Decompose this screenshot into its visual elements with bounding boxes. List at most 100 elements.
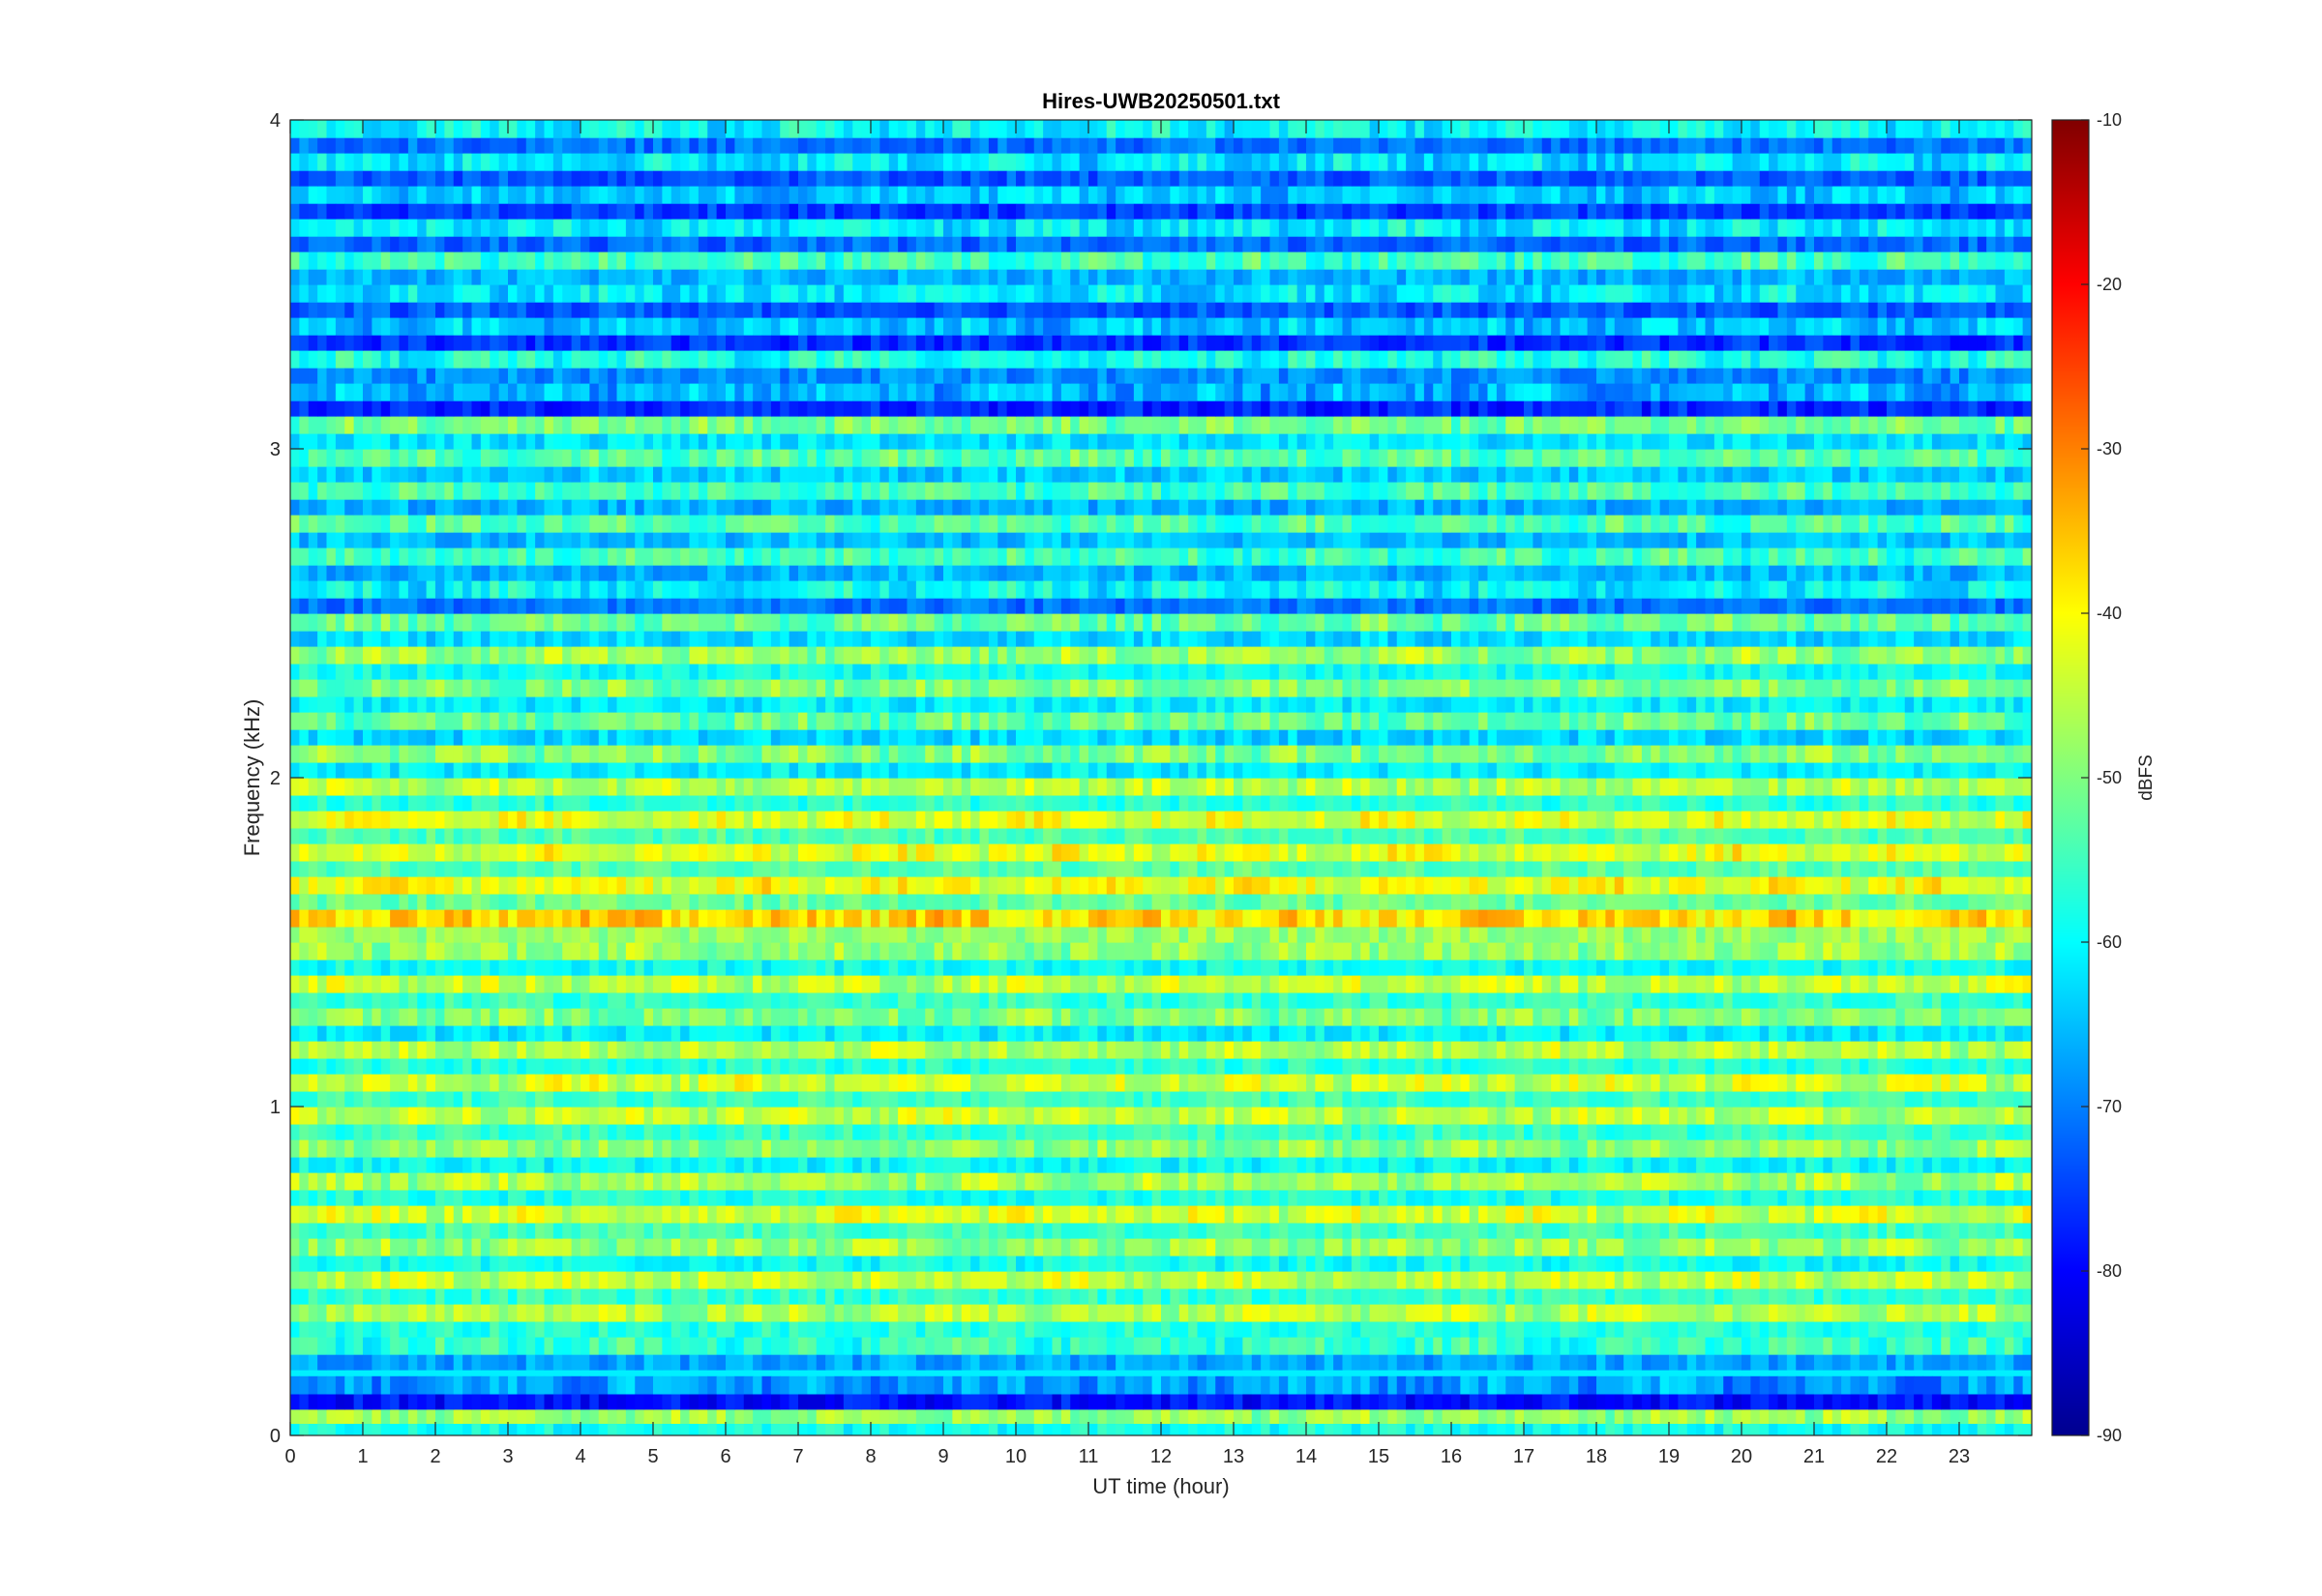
heatmap-cell <box>970 1172 981 1191</box>
heatmap-cell <box>1396 1256 1407 1272</box>
heatmap-cell <box>1651 1074 1661 1092</box>
heatmap-cell <box>1143 1205 1153 1224</box>
heatmap-cell <box>417 1288 428 1305</box>
heatmap-cell <box>1723 1074 1734 1092</box>
heatmap-cell <box>1106 1157 1116 1173</box>
heatmap-cell <box>417 1394 428 1410</box>
heatmap-cell <box>1188 1157 1199 1173</box>
heatmap-cell <box>653 1190 663 1206</box>
heatmap-cell <box>1396 1304 1407 1322</box>
heatmap-cell <box>843 1256 853 1272</box>
heatmap-cell <box>1759 1321 1770 1338</box>
heatmap-cell <box>453 1205 463 1224</box>
heatmap-cell <box>1414 1041 1425 1059</box>
heatmap-cell <box>988 1190 998 1206</box>
heatmap-cell <box>1215 1238 1226 1256</box>
heatmap-cell <box>562 1190 573 1206</box>
heatmap-cell <box>616 1354 627 1371</box>
heatmap-cell <box>625 1424 636 1435</box>
heatmap-cell <box>1025 1091 1035 1108</box>
heatmap-cell <box>834 1354 845 1371</box>
heatmap-cell <box>1686 1139 1697 1158</box>
heatmap-cell <box>1315 1304 1325 1322</box>
heatmap-cell <box>1251 1041 1262 1059</box>
heatmap-cell <box>380 1256 391 1272</box>
heatmap-cell <box>1614 1238 1624 1256</box>
heatmap-cell <box>1814 1091 1824 1108</box>
heatmap-cell <box>552 1321 563 1338</box>
heatmap-cell <box>1578 1337 1589 1355</box>
heatmap-cell <box>1804 1205 1815 1224</box>
heatmap-cell <box>1651 1304 1661 1322</box>
heatmap-cell <box>1052 1091 1062 1108</box>
heatmap-cell <box>1986 1375 1997 1395</box>
heatmap-cell <box>1197 1041 1207 1059</box>
heatmap-cell <box>2004 1124 2014 1140</box>
heatmap-cell <box>1487 1304 1498 1322</box>
heatmap-cell <box>780 1157 790 1173</box>
heatmap-cell <box>1369 1405 1380 1425</box>
heatmap-cell <box>925 1304 936 1322</box>
heatmap-cell <box>635 1107 645 1125</box>
heatmap-cell <box>498 1091 509 1108</box>
heatmap-cell <box>1288 1190 1298 1206</box>
heatmap-cell <box>1623 1091 1634 1108</box>
heatmap-cell <box>979 1405 990 1425</box>
heatmap-cell <box>1178 1375 1189 1395</box>
heatmap-cell <box>1360 1124 1371 1140</box>
heatmap-cell <box>1451 1288 1461 1305</box>
heatmap-cell <box>1133 1205 1144 1224</box>
heatmap-cell <box>2004 1091 2014 1108</box>
heatmap-cell <box>1369 1424 1380 1435</box>
heatmap-cell <box>1006 1074 1017 1092</box>
heatmap-cell <box>1524 1124 1533 1140</box>
heatmap-cell <box>1360 1288 1371 1305</box>
heatmap-cell <box>1560 1405 1570 1425</box>
heatmap-cell <box>335 1205 345 1224</box>
heatmap-cell <box>1161 1025 1171 1042</box>
heatmap-cell <box>1052 1223 1062 1239</box>
heatmap-cell <box>435 1256 445 1272</box>
heatmap-cell <box>1016 1321 1026 1338</box>
heatmap-cell <box>1533 1157 1543 1173</box>
heatmap-cell <box>1124 1394 1135 1410</box>
heatmap-cell <box>789 1139 799 1158</box>
heatmap-cell <box>770 1058 781 1075</box>
heatmap-cell <box>716 1205 727 1224</box>
heatmap-cell <box>1859 1124 1869 1140</box>
heatmap-cell <box>2004 1008 2014 1026</box>
heatmap-cell <box>1769 1008 1779 1026</box>
heatmap-cell <box>571 1304 581 1322</box>
heatmap-cell <box>317 1139 328 1158</box>
heatmap-cell <box>1686 1107 1697 1125</box>
heatmap-cell <box>1524 1354 1533 1371</box>
heatmap-cell <box>1914 1091 1924 1108</box>
heatmap-cell <box>1841 1025 1852 1042</box>
heatmap-cell <box>1060 1008 1071 1026</box>
heatmap-cell <box>1234 1008 1243 1026</box>
heatmap-cell <box>453 1107 463 1125</box>
heatmap-cell <box>1406 1139 1416 1158</box>
heatmap-cell <box>1859 1304 1869 1322</box>
heatmap-cell <box>807 1124 818 1140</box>
heatmap-cell <box>1641 1041 1652 1059</box>
heatmap-cell <box>662 1271 672 1289</box>
heatmap-cell <box>1742 1405 1751 1425</box>
heatmap-cell <box>1116 1074 1126 1092</box>
heatmap-cell <box>490 1256 500 1272</box>
heatmap-cell <box>1496 1190 1506 1206</box>
heatmap-cell <box>480 1394 491 1410</box>
heatmap-cell <box>2004 1354 2014 1371</box>
heatmap-cell <box>888 1354 899 1371</box>
heatmap-cell <box>1088 1025 1098 1042</box>
heatmap-cell <box>943 1288 953 1305</box>
heatmap-cell <box>1696 1256 1707 1272</box>
heatmap-cell <box>734 1172 745 1191</box>
heatmap-cell <box>1887 1223 1896 1239</box>
heatmap-cell <box>1006 1321 1017 1338</box>
heatmap-cell <box>608 1139 618 1158</box>
heatmap-cell <box>925 1124 936 1140</box>
heatmap-cell <box>1977 1041 1987 1059</box>
heatmap-cell <box>317 1394 328 1410</box>
heatmap-cell <box>961 1074 971 1092</box>
